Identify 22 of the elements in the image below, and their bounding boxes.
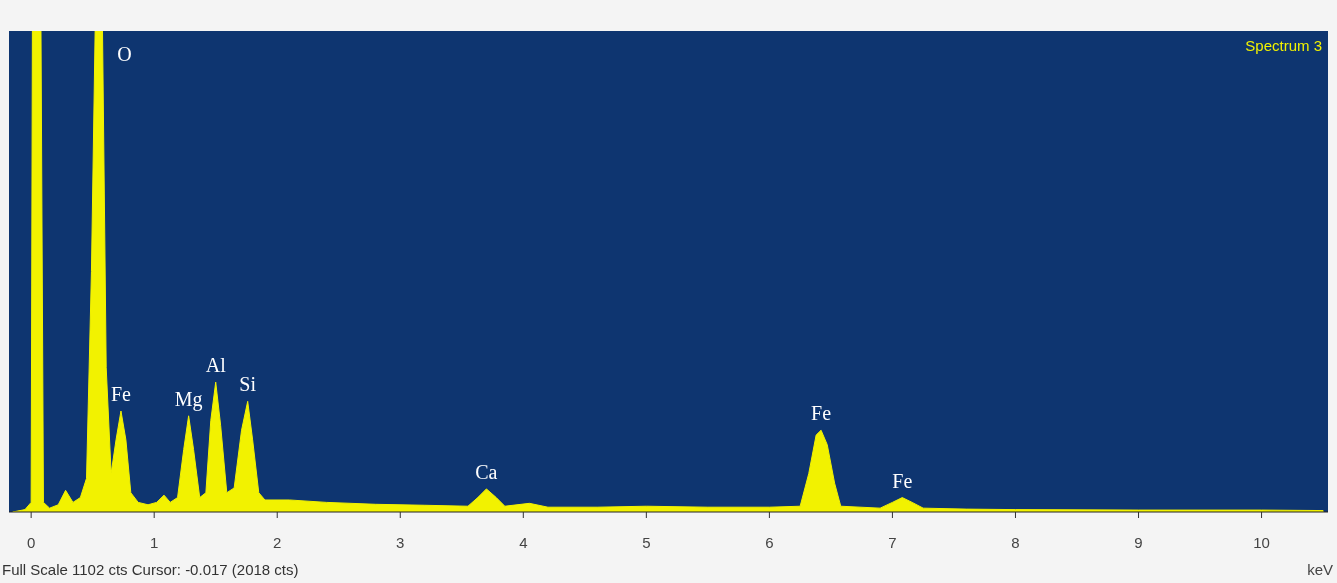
chart-title: Spectrum 3 <box>1245 37 1322 54</box>
annotation: Fe <box>110 382 132 405</box>
annotation: Al <box>205 354 227 377</box>
annotation: Fe <box>892 469 913 492</box>
x-tick-label: 6 <box>765 534 774 551</box>
x-tick-label: 4 <box>519 534 528 551</box>
x-tick-label: 8 <box>1011 534 1020 551</box>
x-tick-label: 2 <box>273 534 282 551</box>
annotation: O <box>117 43 132 65</box>
x-tick-label: 10 <box>1253 534 1270 551</box>
text: Full Scale 1102 cts Cursor: -0.017 (2018 cts) <box>2 561 299 578</box>
x-tick-label: 9 <box>1134 534 1143 551</box>
x-tick-label: 5 <box>642 534 651 551</box>
annotation: Ca <box>475 460 498 483</box>
x-tick-label: 0 <box>26 534 36 551</box>
annotation: Fe <box>811 402 832 425</box>
x-axis-title: keV <box>1307 561 1333 578</box>
annotation: Mg <box>174 387 203 411</box>
annotation: Si <box>239 373 257 396</box>
x-tick-label: 1 <box>150 534 159 551</box>
x-tick-label: 7 <box>888 534 897 551</box>
x-tick-label: 3 <box>396 534 405 551</box>
